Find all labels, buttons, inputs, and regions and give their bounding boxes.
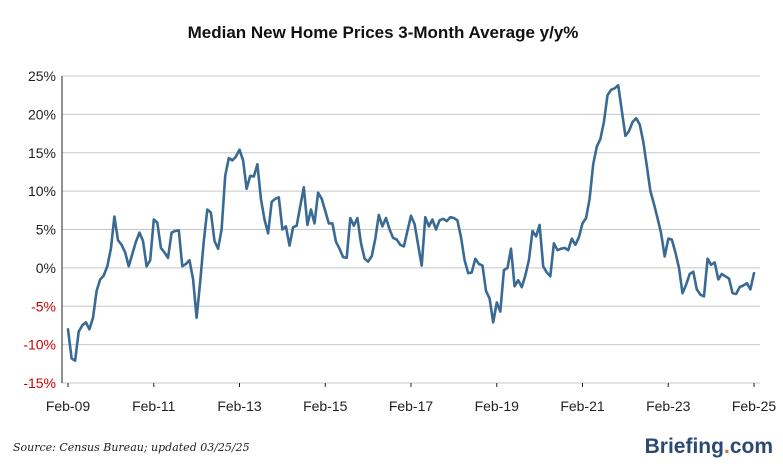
- y-axis: 25% 20% 15% 10% 5% 0% -5% -10% -15%: [23, 68, 63, 391]
- y-tick-label: 20%: [28, 106, 56, 122]
- y-tick-label: 15%: [28, 145, 56, 161]
- series-line: [66, 83, 756, 363]
- series: [66, 83, 756, 363]
- y-tick-label: 10%: [28, 183, 56, 199]
- y-tick-label: 25%: [28, 68, 56, 84]
- y-tick-label: -10%: [23, 337, 56, 353]
- y-tick-label: -5%: [31, 298, 56, 314]
- chart-title: Median New Home Prices 3-Month Average y…: [188, 23, 579, 42]
- grid: [62, 75, 760, 384]
- x-tick-label: Feb-19: [475, 398, 520, 414]
- y-tick-label: 0%: [36, 260, 56, 276]
- y-tick-label: 5%: [36, 222, 56, 238]
- x-tick-label: Feb-21: [560, 398, 605, 414]
- x-axis: Feb-09 Feb-11 Feb-13 Feb-15 Feb-17 Feb-19 Feb-…: [46, 383, 777, 414]
- source-note: Source: Census Bureau; updated 03/25/25: [13, 441, 250, 454]
- y-tick-label: -15%: [23, 375, 56, 391]
- brand-dot: .: [724, 435, 730, 458]
- x-tick-label: Feb-23: [646, 398, 691, 414]
- brand-logo: Briefing.com: [645, 435, 773, 458]
- x-tick-label: Feb-09: [46, 398, 91, 414]
- x-tick-label: Feb-11: [132, 398, 176, 414]
- brand-suffix: com: [730, 435, 773, 458]
- x-tick-label: Feb-17: [389, 398, 434, 414]
- x-tick-label: Feb-25: [732, 398, 777, 414]
- x-tick-label: Feb-13: [217, 398, 262, 414]
- brand-name: Briefing: [645, 435, 724, 458]
- x-tick-label: Feb-15: [303, 398, 348, 414]
